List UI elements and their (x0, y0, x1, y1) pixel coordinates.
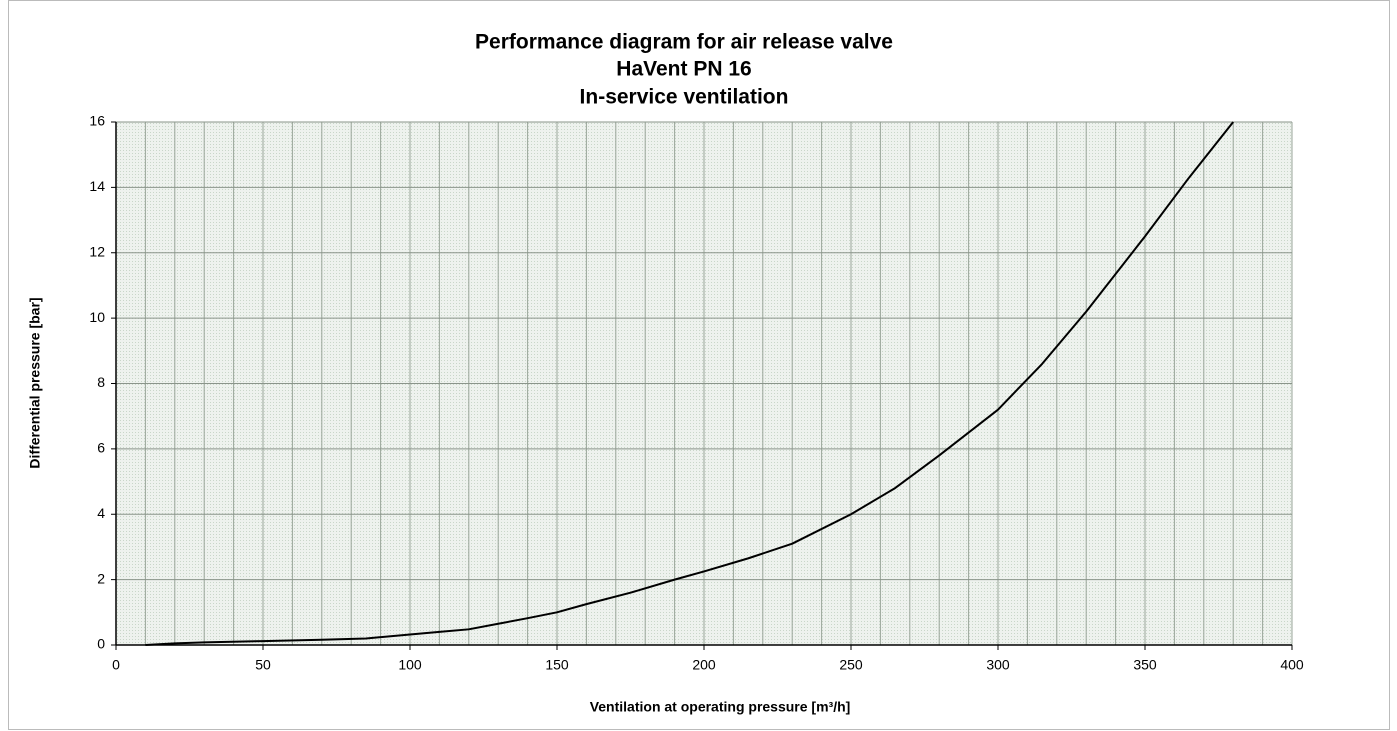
x-tick-label: 300 (986, 657, 1010, 673)
x-tick-label: 200 (692, 657, 716, 673)
x-axis-label: Ventilation at operating pressure [m³/h] (590, 699, 851, 715)
y-tick-label: 2 (97, 570, 105, 586)
chart-title: Performance diagram for air release valv… (475, 31, 893, 54)
chart-title: HaVent PN 16 (616, 58, 751, 81)
y-tick-label: 8 (97, 374, 105, 390)
y-tick-label: 0 (97, 636, 105, 652)
y-tick-label: 16 (89, 113, 105, 129)
data-line (145, 121, 1234, 646)
chart-title: In-service ventilation (580, 86, 789, 109)
y-tick-label: 12 (89, 243, 105, 259)
x-tick-label: 0 (112, 657, 120, 673)
x-tick-label: 100 (398, 657, 422, 673)
x-tick-label: 250 (839, 657, 863, 673)
y-axis-label: Differential pressure [bar] (27, 297, 43, 468)
x-tick-label: 400 (1280, 657, 1304, 673)
y-tick-label: 4 (97, 505, 105, 521)
x-tick-label: 50 (255, 657, 271, 673)
y-tick-label: 14 (89, 178, 105, 194)
y-tick-label: 6 (97, 440, 105, 456)
x-tick-label: 350 (1133, 657, 1157, 673)
x-tick-label: 150 (545, 657, 569, 673)
y-tick-label: 10 (89, 309, 105, 325)
